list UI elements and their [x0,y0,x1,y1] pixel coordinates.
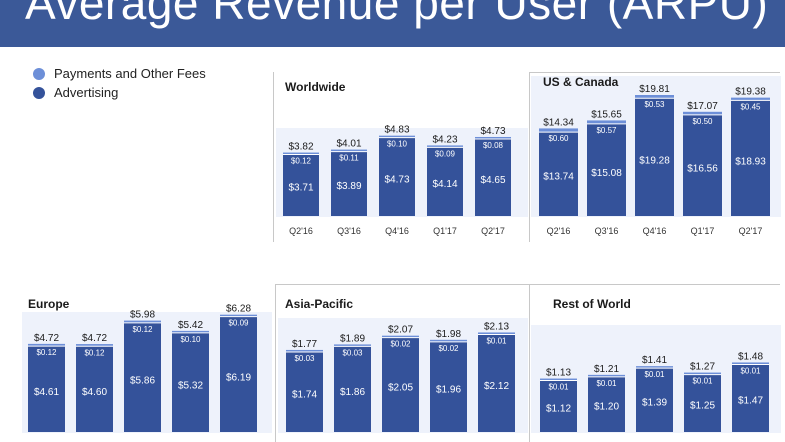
x-tick-label: Q1'17 [691,226,715,236]
total-label: $4.73 [480,126,505,137]
payments-value-label: $0.02 [438,344,459,353]
advertising-value-label: $1.96 [436,385,461,396]
advertising-value-label: $1.20 [594,402,619,413]
advertising-value-label: $4.14 [432,179,457,190]
payments-value-label: $0.12 [36,348,57,357]
x-tick-label: Q2'17 [739,226,763,236]
total-label: $2.13 [484,321,509,332]
payments-value-label: $0.09 [435,149,456,158]
advertising-value-label: $4.65 [480,175,505,186]
advertising-value-label: $2.12 [484,381,509,392]
payments-value-label: $0.09 [228,319,249,328]
total-label: $19.38 [735,87,766,98]
total-label: $2.07 [388,325,413,336]
total-label: $5.98 [130,310,155,321]
x-tick-label: Q2'16 [547,226,571,236]
advertising-value-label: $1.39 [642,397,667,408]
advertising-value-label: $1.25 [690,400,715,411]
total-label: $1.27 [690,362,715,373]
payments-value-label: $0.01 [548,383,569,392]
advertising-value-label: $18.93 [735,157,766,168]
payments-value-label: $0.50 [692,117,713,126]
payments-value-label: $0.53 [644,100,665,109]
payments-value-label: $0.03 [294,354,315,363]
x-tick-label: Q1'17 [433,226,457,236]
payments-value-label: $0.01 [644,370,665,379]
total-label: $6.28 [226,304,251,315]
advertising-value-label: $6.19 [226,373,251,384]
total-label: $1.98 [436,329,461,340]
total-label: $1.77 [292,339,317,350]
payments-value-label: $0.01 [740,366,761,375]
advertising-value-label: $4.60 [82,387,107,398]
total-label: $14.34 [543,117,574,128]
advertising-value-label: $4.73 [384,174,409,185]
advertising-value-label: $5.32 [178,380,203,391]
chart-title: Worldwide [285,80,346,94]
x-tick-label: Q3'16 [595,226,619,236]
payments-value-label: $0.60 [548,134,569,143]
bar-payments [587,120,626,123]
total-label: $19.81 [639,84,670,95]
payments-value-label: $0.12 [132,325,153,334]
chart-title: Europe [28,297,70,311]
advertising-value-label: $15.08 [591,168,622,179]
payments-value-label: $0.01 [486,336,507,345]
total-label: $15.65 [591,109,622,120]
total-label: $3.82 [288,142,313,153]
advertising-value-label: $3.71 [288,183,313,194]
payments-value-label: $0.10 [180,335,201,344]
x-tick-label: Q4'16 [643,226,667,236]
payments-value-label: $0.10 [387,140,408,149]
chart-title: US & Canada [543,75,619,89]
total-label: $4.83 [384,125,409,136]
advertising-value-label: $1.12 [546,403,571,414]
total-label: $17.07 [687,101,718,112]
total-label: $4.23 [432,134,457,145]
advertising-value-label: $3.89 [336,181,361,192]
payments-value-label: $0.01 [692,377,713,386]
total-label: $1.13 [546,368,571,379]
x-tick-label: Q2'16 [289,226,313,236]
total-label: $1.89 [340,333,365,344]
x-tick-label: Q3'16 [337,226,361,236]
total-label: $1.21 [594,364,619,375]
x-tick-label: Q2'17 [481,226,505,236]
advertising-value-label: $13.74 [543,172,574,183]
advertising-value-label: $19.28 [639,155,670,166]
advertising-value-label: $2.05 [388,383,413,394]
advertising-value-label: $1.47 [738,396,763,407]
chart-title: Asia-Pacific [285,297,353,311]
advertising-value-label: $1.86 [340,387,365,398]
total-label: $1.41 [642,355,667,366]
payments-value-label: $0.01 [596,379,617,388]
total-label: $4.72 [82,333,107,344]
chart-title: Rest of World [553,297,631,311]
payments-value-label: $0.12 [84,348,105,357]
payments-value-label: $0.57 [596,126,617,135]
advertising-value-label: $16.56 [687,163,718,174]
payments-value-label: $0.45 [740,102,761,111]
advertising-value-label: $1.74 [292,390,317,401]
x-tick-label: Q4'16 [385,226,409,236]
payments-value-label: $0.12 [291,157,312,166]
total-label: $1.48 [738,351,763,362]
payments-value-label: $0.08 [483,141,504,150]
bar-payments [539,128,578,132]
total-label: $4.01 [336,139,361,150]
total-label: $4.72 [34,333,59,344]
advertising-value-label: $4.61 [34,387,59,398]
payments-value-label: $0.02 [390,340,411,349]
payments-value-label: $0.11 [339,154,359,163]
total-label: $5.42 [178,320,203,331]
advertising-value-label: $5.86 [130,376,155,387]
payments-value-label: $0.03 [342,348,363,357]
charts-canvas: Worldwide $3.82 $0.12 $3.71 Q2'16 $4.01 $0.11 $… [0,0,785,442]
